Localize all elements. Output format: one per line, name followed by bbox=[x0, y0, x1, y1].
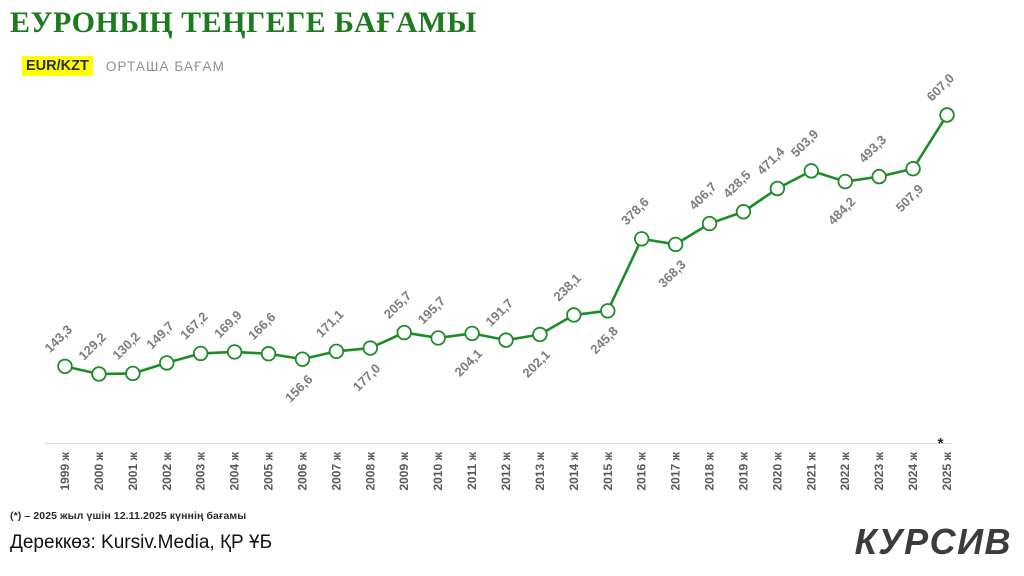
x-axis-label: 2018 ж bbox=[703, 452, 717, 491]
data-point bbox=[91, 366, 107, 382]
data-point-label: 171,1 bbox=[313, 307, 347, 341]
data-point bbox=[294, 351, 311, 367]
data-point bbox=[566, 307, 582, 323]
data-point-label: 368,3 bbox=[655, 257, 689, 291]
data-point bbox=[532, 326, 548, 343]
x-axis-label: 2001 ж bbox=[126, 452, 140, 491]
page-title: ЕУРОНЫҢ ТЕҢГЕГЕ БАҒАМЫ bbox=[10, 6, 477, 39]
data-point bbox=[905, 161, 921, 177]
x-axis-label: 2008 ж bbox=[363, 452, 377, 491]
data-point-label: 204,1 bbox=[452, 346, 486, 380]
data-point bbox=[192, 345, 209, 362]
x-axis-label: 2013 ж bbox=[533, 452, 547, 491]
data-point-label: 245,8 bbox=[587, 323, 621, 357]
x-axis-label: 2010 ж bbox=[431, 452, 445, 491]
data-point-label: 195,7 bbox=[415, 293, 449, 327]
x-axis-label: 2002 ж bbox=[160, 452, 174, 491]
currency-pair-badge: EUR/KZT bbox=[22, 56, 93, 76]
x-axis-label: 2003 ж bbox=[194, 452, 208, 491]
data-point-label: 130,2 bbox=[109, 329, 143, 363]
data-point-label: 177,0 bbox=[350, 361, 384, 395]
data-point bbox=[701, 215, 718, 232]
x-axis-label: 2016 ж bbox=[635, 452, 649, 491]
data-point bbox=[328, 343, 345, 359]
data-point-label: 507,9 bbox=[893, 181, 927, 215]
x-axis-label: 2009 ж bbox=[397, 452, 411, 491]
data-point-label: 378,6 bbox=[618, 194, 652, 228]
data-point-label: 428,5 bbox=[720, 167, 754, 201]
x-axis-label: 2000 ж bbox=[92, 452, 106, 491]
data-point-label: 503,9 bbox=[788, 126, 822, 160]
x-axis-label: 2021 ж bbox=[804, 452, 818, 491]
data-point bbox=[159, 355, 175, 371]
data-point-label: 238,1 bbox=[550, 270, 584, 304]
x-axis-label: 2020 ж bbox=[770, 452, 784, 491]
data-point-label: 129,2 bbox=[75, 330, 109, 364]
data-point-label: 471,4 bbox=[754, 143, 788, 177]
data-point bbox=[464, 325, 480, 342]
data-point-label: 167,2 bbox=[177, 309, 211, 343]
data-point-label: 202,1 bbox=[519, 347, 553, 381]
data-point-label: 143,3 bbox=[42, 322, 76, 356]
data-point bbox=[735, 204, 752, 220]
x-axis-label: 1999 ж bbox=[58, 452, 72, 491]
data-point-label: 493,3 bbox=[856, 132, 890, 166]
x-axis-label: 2011 ж bbox=[465, 452, 479, 490]
data-point-label: 149,7 bbox=[143, 318, 177, 352]
x-axis-label: 2023 ж bbox=[872, 452, 886, 491]
data-point bbox=[57, 358, 73, 375]
x-axis-label: 2015 ж bbox=[601, 452, 615, 491]
data-point bbox=[633, 231, 650, 247]
chart-subtitle: ОРТАША БАҒАМ bbox=[105, 58, 226, 74]
data-point bbox=[125, 365, 141, 382]
x-axis-label: 2017 ж bbox=[669, 452, 683, 491]
kursiv-logo: КУРСИВ bbox=[854, 521, 1012, 562]
data-point-label: 191,7 bbox=[483, 296, 517, 330]
data-point bbox=[430, 330, 446, 346]
x-axis-label: 2014 ж bbox=[567, 452, 581, 491]
data-point-label: 156,6 bbox=[282, 372, 316, 406]
x-axis-label: 2006 ж bbox=[295, 452, 309, 491]
data-point bbox=[362, 340, 379, 356]
footnote-asterisk: * bbox=[938, 435, 944, 452]
x-axis-label: 2012 ж bbox=[499, 452, 513, 491]
data-point bbox=[396, 324, 412, 341]
data-point bbox=[498, 332, 514, 348]
source-credit: Дереккөз: Kursiv.Media, ҚР ҰБ bbox=[10, 532, 273, 553]
x-axis-label: 2019 ж bbox=[736, 452, 750, 491]
data-point bbox=[226, 344, 243, 360]
x-axis-label: 2005 ж bbox=[262, 452, 276, 491]
x-axis-label: 2022 ж bbox=[838, 452, 852, 491]
data-point-label: 406,7 bbox=[686, 179, 720, 213]
x-axis-label: 2024 ж bbox=[906, 452, 920, 491]
data-point bbox=[769, 180, 786, 197]
data-point bbox=[600, 303, 616, 319]
data-point-label: 607,0 bbox=[924, 71, 958, 105]
data-point bbox=[939, 107, 955, 123]
footnote: (*) – 2025 жыл үшін 12.11.2025 күннің ба… bbox=[10, 510, 247, 522]
data-point bbox=[667, 236, 684, 253]
chart-subtitle-row: EUR/KZT ОРТАША БАҒАМ bbox=[22, 56, 225, 76]
x-axis-label: 2007 ж bbox=[329, 452, 343, 491]
x-axis-label: 2025 ж bbox=[940, 452, 954, 491]
data-point-label: 205,7 bbox=[381, 288, 415, 322]
data-point-label: 169,9 bbox=[211, 307, 245, 341]
data-point bbox=[260, 346, 277, 362]
data-point bbox=[803, 163, 820, 179]
data-point bbox=[871, 168, 887, 185]
data-point bbox=[837, 173, 853, 190]
data-point-label: 166,6 bbox=[245, 309, 279, 343]
x-axis-label: 2004 ж bbox=[228, 452, 242, 491]
data-point-label: 484,2 bbox=[825, 194, 859, 228]
